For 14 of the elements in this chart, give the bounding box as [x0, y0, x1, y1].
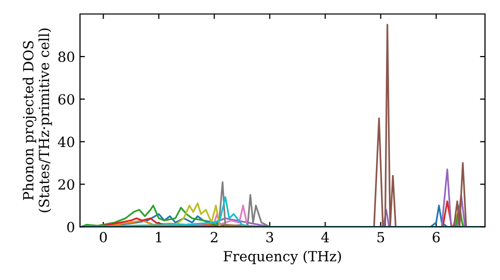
y-tick-label: 20: [58, 179, 74, 190]
x-axis-title: Frequency (THz): [224, 250, 341, 264]
x-tick-label: 3: [266, 232, 274, 242]
x-tick-label: 0: [100, 232, 107, 242]
y-axis-title: Phonon projected DOS (States/THz·primitive cell): [22, 28, 52, 212]
x-tick-label: 6: [432, 232, 440, 242]
x-tick-label: 4: [321, 232, 329, 242]
x-tick-label: 2: [210, 232, 218, 242]
y-tick-label: 0: [67, 222, 74, 232]
y-tick-label: 40: [58, 136, 74, 148]
y-tick-label: 60: [58, 94, 74, 105]
y-tick-label: 80: [58, 52, 74, 62]
x-tick-label: 1: [156, 232, 162, 242]
x-tick-label: 5: [377, 232, 384, 242]
